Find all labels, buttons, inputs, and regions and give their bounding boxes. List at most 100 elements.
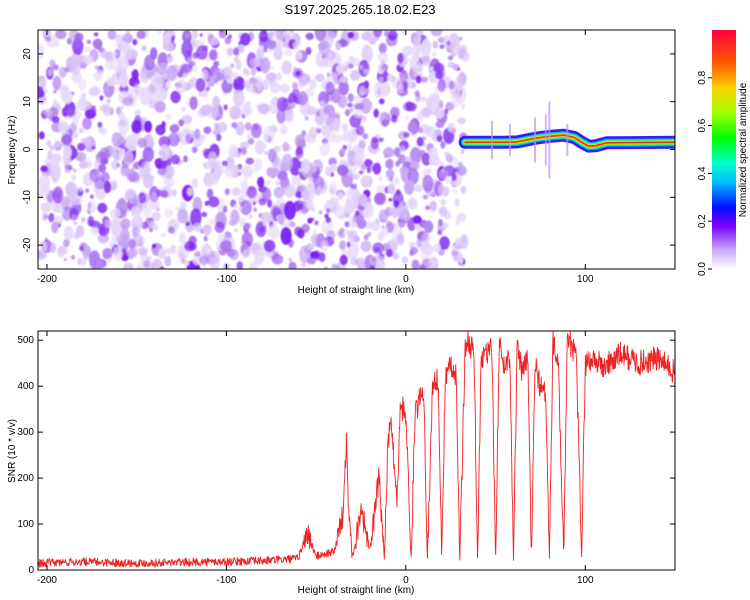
noise-blob bbox=[166, 55, 174, 63]
noise-blob bbox=[65, 181, 76, 198]
noise-blob bbox=[157, 88, 168, 102]
noise-blob bbox=[53, 90, 57, 94]
noise-blob bbox=[457, 117, 466, 125]
snr-y-label: SNR (10 * v/v) bbox=[7, 419, 18, 483]
noise-blob bbox=[459, 257, 464, 264]
noise-blob bbox=[447, 153, 451, 159]
snr-y-tick-label: 100 bbox=[17, 519, 34, 530]
noise-blob bbox=[322, 184, 328, 190]
noise-blob bbox=[414, 184, 423, 193]
noise-blob bbox=[49, 162, 61, 182]
noise-blob bbox=[62, 146, 72, 159]
noise-blob bbox=[288, 221, 296, 228]
noise-blob bbox=[224, 162, 235, 178]
noise-blob bbox=[178, 119, 185, 127]
noise-blob bbox=[195, 250, 201, 255]
noise-blob bbox=[250, 67, 257, 76]
noise-blob bbox=[366, 167, 371, 174]
noise-blob bbox=[166, 65, 178, 81]
noise-blob bbox=[199, 33, 203, 37]
noise-blob bbox=[160, 190, 169, 198]
noise-blob bbox=[165, 80, 171, 90]
noise-blob bbox=[269, 167, 280, 177]
noise-blob bbox=[106, 77, 117, 86]
noise-blob bbox=[174, 205, 180, 211]
noise-blob bbox=[212, 95, 221, 108]
noise-blob bbox=[346, 241, 351, 248]
noise-blob bbox=[134, 109, 141, 117]
signal-trace-band bbox=[464, 134, 675, 147]
noise-blob bbox=[164, 255, 172, 267]
noise-blob bbox=[315, 126, 320, 131]
noise-blob bbox=[445, 175, 451, 184]
spectrogram-y-tick-label: -20 bbox=[22, 237, 33, 252]
noise-blob bbox=[170, 154, 181, 165]
noise-blob bbox=[397, 52, 404, 64]
noise-blob bbox=[375, 252, 380, 257]
noise-blob bbox=[263, 125, 275, 143]
noise-blob bbox=[359, 65, 364, 70]
noise-blob bbox=[89, 168, 101, 183]
noise-blob bbox=[213, 60, 220, 67]
noise-blob bbox=[420, 107, 432, 118]
noise-blob bbox=[331, 264, 337, 269]
noise-blob bbox=[61, 106, 69, 118]
noise-blob bbox=[370, 220, 381, 232]
noise-blob bbox=[54, 215, 63, 225]
snr-x-axis: -200 -100 0 100 bbox=[37, 331, 594, 586]
noise-blob bbox=[270, 66, 275, 70]
noise-blob bbox=[233, 56, 239, 63]
noise-blob bbox=[298, 168, 303, 173]
noise-blob bbox=[180, 106, 186, 113]
noise-blob bbox=[114, 65, 122, 73]
noise-blob bbox=[139, 86, 151, 106]
noise-blob bbox=[402, 201, 406, 207]
noise-blob bbox=[178, 252, 184, 260]
noise-blob bbox=[406, 101, 413, 110]
noise-blob bbox=[66, 37, 73, 45]
noise-blob bbox=[321, 152, 326, 157]
spectrogram-x-tick-label: -200 bbox=[37, 274, 57, 285]
noise-blob bbox=[154, 158, 159, 166]
noise-blob bbox=[90, 226, 100, 236]
noise-blob bbox=[114, 48, 121, 59]
noise-blob bbox=[279, 175, 290, 188]
noise-blob bbox=[202, 224, 212, 236]
noise-blob bbox=[271, 253, 284, 265]
noise-blob bbox=[70, 174, 77, 181]
noise-blob bbox=[144, 120, 152, 133]
noise-blob bbox=[43, 108, 53, 117]
noise-blob bbox=[292, 82, 298, 90]
noise-blob bbox=[387, 184, 396, 195]
noise-blob bbox=[409, 250, 414, 257]
snr-y-axis: 0 100 200 300 400 500 bbox=[17, 335, 675, 576]
noise-blob bbox=[82, 54, 94, 65]
noise-blob bbox=[442, 222, 449, 229]
noise-blob bbox=[398, 219, 406, 228]
noise-blob bbox=[460, 185, 466, 194]
noise-blob bbox=[259, 226, 265, 233]
noise-blob bbox=[342, 132, 350, 142]
noise-blob bbox=[210, 37, 219, 46]
noise-blob bbox=[341, 123, 349, 133]
noise-blob bbox=[382, 112, 387, 119]
noise-blob bbox=[440, 199, 447, 206]
noise-blob bbox=[193, 66, 198, 74]
noise-blob bbox=[170, 244, 177, 255]
noise-blob bbox=[422, 194, 429, 200]
noise-blob bbox=[136, 228, 141, 235]
noise-blob bbox=[310, 217, 315, 221]
noise-blob bbox=[314, 30, 327, 42]
noise-blob bbox=[447, 55, 454, 61]
noise-blob bbox=[359, 193, 368, 207]
noise-blob bbox=[352, 222, 358, 228]
noise-blob bbox=[440, 141, 446, 149]
noise-blob bbox=[460, 148, 464, 154]
noise-blob bbox=[237, 206, 243, 211]
noise-blob bbox=[411, 259, 420, 269]
noise-blob bbox=[206, 188, 214, 199]
noise-blob bbox=[255, 241, 260, 245]
noise-blob bbox=[305, 196, 314, 210]
noise-blob bbox=[373, 30, 383, 38]
noise-blob bbox=[391, 237, 397, 245]
